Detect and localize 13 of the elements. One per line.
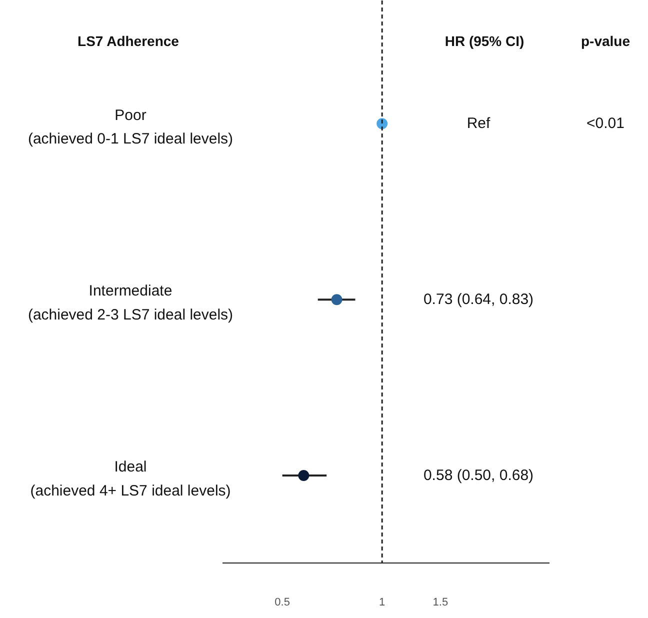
y-tick-label: Poor (achieved 0-1 LS7 ideal levels) (28, 106, 234, 148)
x-tick-label: 1.5 (432, 596, 448, 608)
annotation: Ref (466, 115, 492, 132)
annotation: 0.58 (0.50, 0.68) (423, 467, 534, 484)
text: p-value (580, 32, 630, 49)
annotation: HR (95% CI) (444, 32, 524, 49)
x-tick-label: 1 (379, 596, 386, 608)
y-tick-label: Intermediate (achieved 2-3 LS7 ideal levels) (28, 282, 234, 324)
y-axis-title: LS7 Adherence (78, 32, 180, 49)
x-tick-label: 0.5 (274, 596, 290, 608)
annotation: 0.73 (0.64, 0.83) (423, 291, 534, 308)
text: <0.01 (586, 115, 624, 132)
y-tick-label: Ideal (achieved 4+ LS7 ideal levels) (30, 458, 231, 500)
